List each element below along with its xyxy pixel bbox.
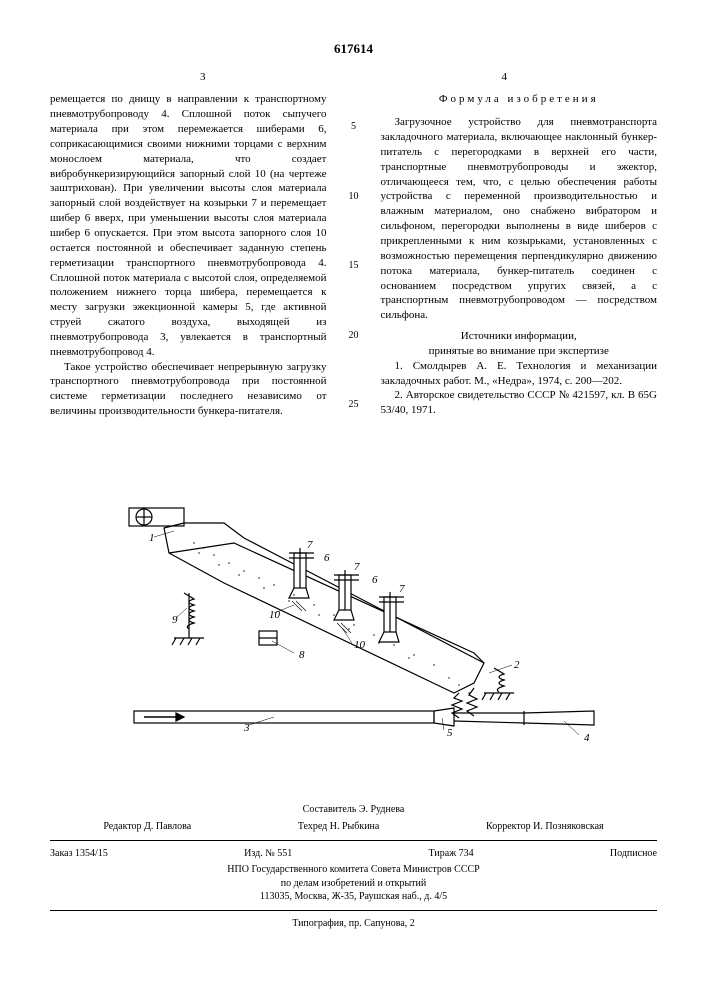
fig-label-1: 1	[149, 532, 155, 544]
footer: Составитель Э. Руднева Редактор Д. Павло…	[50, 803, 657, 931]
fig-label-10: 10	[269, 609, 281, 621]
org-line-2: по делам изобретений и открытий	[50, 877, 657, 891]
line-numbers: 5 10 15 20 25	[347, 92, 361, 468]
source-1: 1. Смолдырев А. Е. Технология и механиза…	[381, 359, 658, 389]
typography: Типография, пр. Сапунова, 2	[50, 917, 657, 931]
corrector: Корректор И. Позняковская	[486, 820, 604, 834]
fig-label-3: 3	[243, 722, 250, 734]
sources-title: Источники информации,	[381, 329, 658, 344]
address: 113035, Москва, Ж-35, Раушская наб., д. …	[50, 890, 657, 904]
fig-label-5: 5	[447, 727, 453, 739]
fig-label-9: 9	[172, 614, 178, 626]
fig-label-10b: 10	[354, 639, 366, 651]
patent-number: 617614	[50, 40, 657, 58]
fig-label-4: 4	[584, 732, 590, 744]
left-column: ремещается по днищу в направлении к тран…	[50, 92, 327, 468]
order-num: Заказ 1354/15	[50, 847, 108, 861]
fig-label-6b: 6	[372, 574, 378, 586]
formula-title: Формула изобретения	[381, 92, 658, 107]
fig-label-7c: 7	[399, 583, 405, 595]
editor: Редактор Д. Павлова	[103, 820, 191, 834]
tirazh: Тираж 734	[429, 847, 474, 861]
page-num-left: 3	[200, 70, 206, 85]
left-para-2: Такое устройство обеспечивает непрерывну…	[50, 360, 327, 419]
org-line-1: НПО Государственного комитета Совета Мин…	[50, 863, 657, 877]
fig-label-6: 6	[324, 552, 330, 564]
sources-sub: принятые во внимание при экспертизе	[381, 344, 658, 359]
technical-drawing: 1 2 3 4 5 6 6 7 7 7 8 9 10 10	[50, 493, 657, 773]
izd-num: Изд. № 551	[244, 847, 292, 861]
techred: Техред Н. Рыбкина	[298, 820, 380, 834]
fig-label-8: 8	[299, 649, 305, 661]
claim-text: Загрузочное устройство для пневмотранспо…	[381, 115, 658, 323]
composer: Составитель Э. Руднева	[50, 803, 657, 817]
page-num-right: 4	[502, 70, 508, 85]
source-2: 2. Авторское свидетельство СССР № 421597…	[381, 388, 658, 418]
fig-label-2: 2	[514, 659, 520, 671]
right-column: Формула изобретения Загрузочное устройст…	[381, 92, 658, 468]
left-para-1: ремещается по днищу в направлении к тран…	[50, 92, 327, 359]
fig-label-7b: 7	[354, 561, 360, 573]
fig-label-7: 7	[307, 539, 313, 551]
podpisnoe: Подписное	[610, 847, 657, 861]
